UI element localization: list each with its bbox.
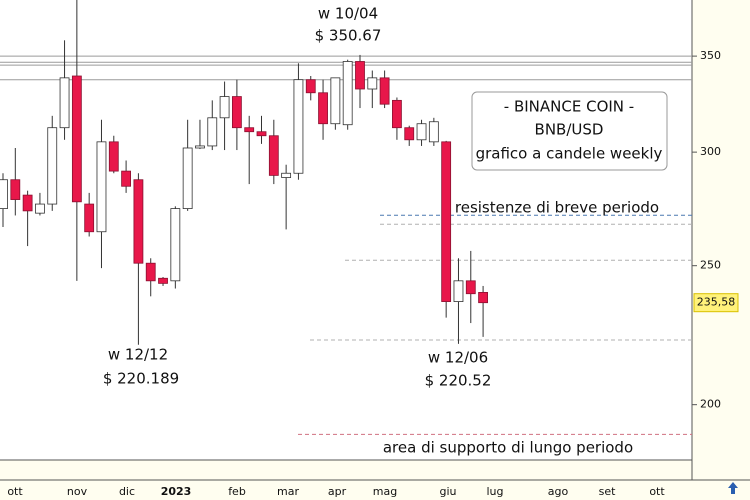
x-tick-label: nov bbox=[67, 485, 88, 498]
candle-body bbox=[330, 77, 341, 125]
candle-body bbox=[84, 203, 95, 233]
candle-body bbox=[305, 79, 316, 94]
candle-body bbox=[219, 96, 230, 119]
x-tick-label: ott bbox=[7, 485, 23, 498]
candle-body bbox=[256, 131, 267, 137]
candle-body bbox=[133, 179, 144, 264]
candle-body bbox=[170, 208, 181, 282]
price-tag-label: 235,58 bbox=[697, 296, 736, 309]
candle-body bbox=[121, 170, 131, 187]
candle-body bbox=[231, 96, 242, 129]
candle-body bbox=[182, 147, 193, 209]
price-tag bbox=[693, 293, 739, 313]
candle-body bbox=[47, 127, 58, 205]
candle-body bbox=[195, 145, 205, 149]
candle-body bbox=[0, 179, 8, 209]
candle-body bbox=[96, 141, 107, 233]
candle-body bbox=[355, 61, 365, 90]
info-box-text: grafico a candele weekly bbox=[476, 145, 663, 163]
candle-body bbox=[10, 179, 21, 200]
x-tick-label: giu bbox=[439, 485, 456, 498]
plot-area bbox=[0, 0, 692, 435]
x-tick-label: mag bbox=[373, 485, 397, 498]
candle-body bbox=[268, 135, 279, 176]
x-tick-label: dic bbox=[119, 485, 135, 498]
x-tick-label: set bbox=[599, 485, 616, 498]
candle-body bbox=[379, 77, 390, 105]
info-box-text: BNB/USD bbox=[535, 121, 604, 139]
x-tick-label: ott bbox=[649, 485, 665, 498]
candle-body bbox=[35, 203, 45, 214]
candle-body bbox=[478, 292, 488, 304]
annotation: w 10/04 bbox=[318, 5, 378, 23]
candle-body bbox=[293, 79, 304, 174]
candle-body bbox=[404, 127, 415, 141]
y-tick-label: 250 bbox=[700, 259, 721, 272]
candle-body bbox=[441, 141, 452, 302]
x-tick-label: mar bbox=[277, 485, 299, 498]
corner-icon bbox=[728, 482, 738, 494]
axis-strip bbox=[692, 0, 750, 500]
candle-body bbox=[367, 77, 378, 90]
y-tick-label: 350 bbox=[700, 49, 721, 62]
x-tick-label: ago bbox=[548, 485, 569, 498]
candle-body bbox=[281, 172, 292, 178]
candle-body bbox=[145, 262, 156, 282]
candle-body bbox=[342, 61, 353, 126]
x-tick-label: feb bbox=[228, 485, 246, 498]
candle-body bbox=[428, 121, 439, 143]
annotation: w 12/06 bbox=[428, 349, 488, 367]
x-tick-label: lug bbox=[486, 485, 503, 498]
annotation: resistenze di breve periodo bbox=[455, 199, 659, 217]
y-tick-label: 200 bbox=[700, 398, 721, 411]
candle-body bbox=[59, 77, 70, 129]
candle-body bbox=[392, 99, 402, 129]
annotation: $ 220.189 bbox=[103, 370, 179, 388]
annotation: w 12/12 bbox=[108, 346, 168, 364]
candle-body bbox=[71, 75, 82, 203]
x-tick-label: 2023 bbox=[161, 485, 192, 498]
candle-body bbox=[465, 280, 476, 295]
annotation: $ 220.52 bbox=[425, 372, 492, 390]
annotation: $ 350.67 bbox=[315, 27, 382, 45]
candle-body bbox=[416, 123, 427, 141]
candle-body bbox=[207, 117, 218, 147]
info-box bbox=[471, 91, 668, 171]
candle-body bbox=[318, 92, 328, 125]
scroll-icon[interactable] bbox=[728, 482, 738, 494]
x-tick-label: apr bbox=[328, 485, 347, 498]
candle-body bbox=[244, 127, 255, 133]
candle-body bbox=[108, 141, 119, 172]
candle-body bbox=[22, 194, 33, 212]
candle-body bbox=[453, 280, 464, 302]
annotation: area di supporto di lungo periodo bbox=[383, 439, 633, 457]
candle-body bbox=[158, 277, 168, 284]
info-box-text: - BINANCE COIN - bbox=[504, 98, 634, 116]
y-tick-label: 300 bbox=[700, 145, 721, 158]
